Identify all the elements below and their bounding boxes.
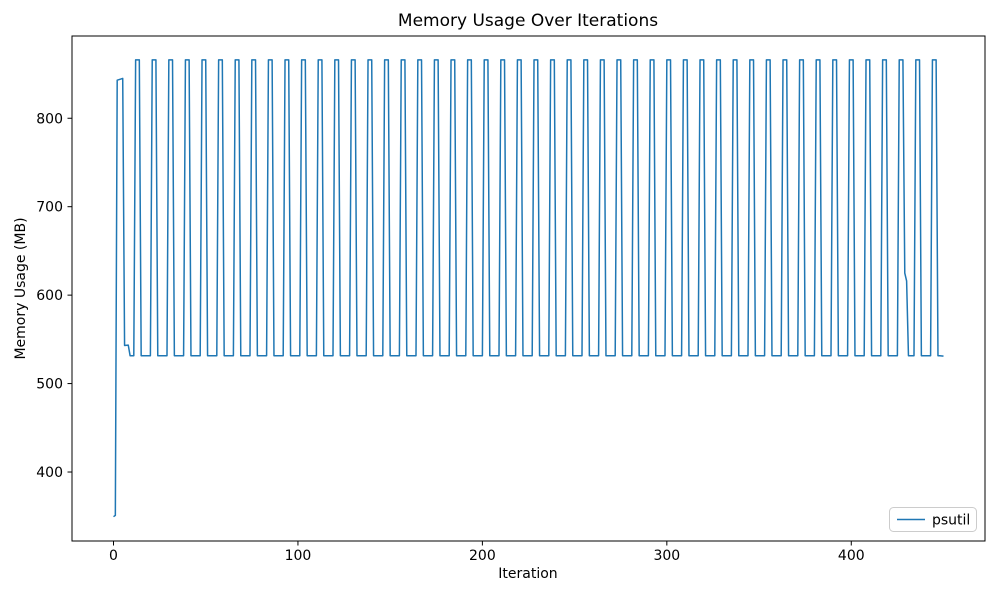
x-tick-label: 300	[653, 548, 680, 564]
y-axis-label: Memory Usage (MB)	[13, 217, 29, 359]
series-lines	[113, 59, 944, 518]
y-tick-label: 600	[36, 288, 63, 304]
plot-area	[71, 35, 986, 542]
chart-title: Memory Usage Over Iterations	[398, 11, 658, 31]
legend-box	[889, 507, 977, 532]
x-axis-ticks: 0 100 200 300 400	[109, 541, 865, 564]
y-tick-label: 700	[36, 200, 63, 216]
legend: psutil	[889, 507, 977, 532]
x-tick-label: 400	[838, 548, 865, 564]
x-tick-label: 0	[109, 548, 118, 564]
x-tick-label: 200	[469, 548, 496, 564]
y-tick-label: 800	[36, 111, 63, 127]
y-axis-ticks: 400 500 600 700 800	[36, 111, 72, 481]
legend-label: psutil	[932, 513, 970, 529]
x-axis-label: Iteration	[498, 566, 557, 582]
series-line-psutil	[113, 59, 944, 518]
y-tick-label: 500	[36, 377, 63, 393]
y-tick-label: 400	[36, 465, 63, 481]
x-tick-label: 100	[285, 548, 312, 564]
